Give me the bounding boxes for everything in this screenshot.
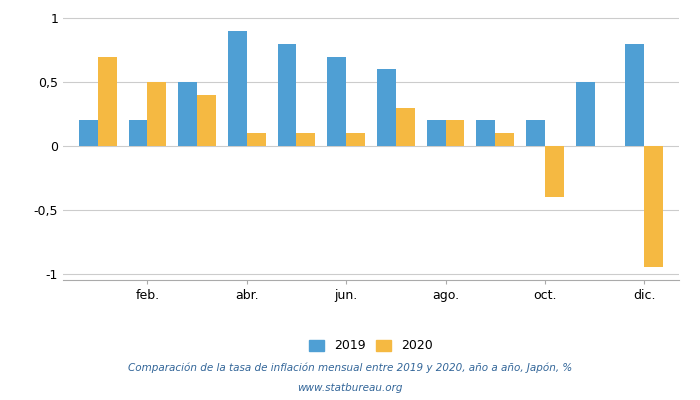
Bar [526, 120, 545, 146]
Bar [495, 133, 514, 146]
Bar [445, 120, 464, 146]
Bar [644, 146, 663, 267]
Bar [377, 70, 395, 146]
Bar [426, 120, 445, 146]
Bar [129, 120, 148, 146]
Bar [328, 57, 346, 146]
Bar [148, 82, 167, 146]
Bar [575, 82, 594, 146]
Text: www.statbureau.org: www.statbureau.org [298, 383, 402, 393]
Bar [278, 44, 297, 146]
Bar [228, 31, 247, 146]
Bar [178, 82, 197, 146]
Text: Comparación de la tasa de inflación mensual entre 2019 y 2020, año a año, Japón,: Comparación de la tasa de inflación mens… [128, 363, 572, 373]
Bar [395, 108, 414, 146]
Bar [625, 44, 644, 146]
Bar [98, 57, 117, 146]
Legend: 2019, 2020: 2019, 2020 [304, 334, 438, 358]
Bar [346, 133, 365, 146]
Bar [79, 120, 98, 146]
Bar [545, 146, 564, 197]
Bar [297, 133, 316, 146]
Bar [197, 95, 216, 146]
Bar [247, 133, 266, 146]
Bar [476, 120, 495, 146]
